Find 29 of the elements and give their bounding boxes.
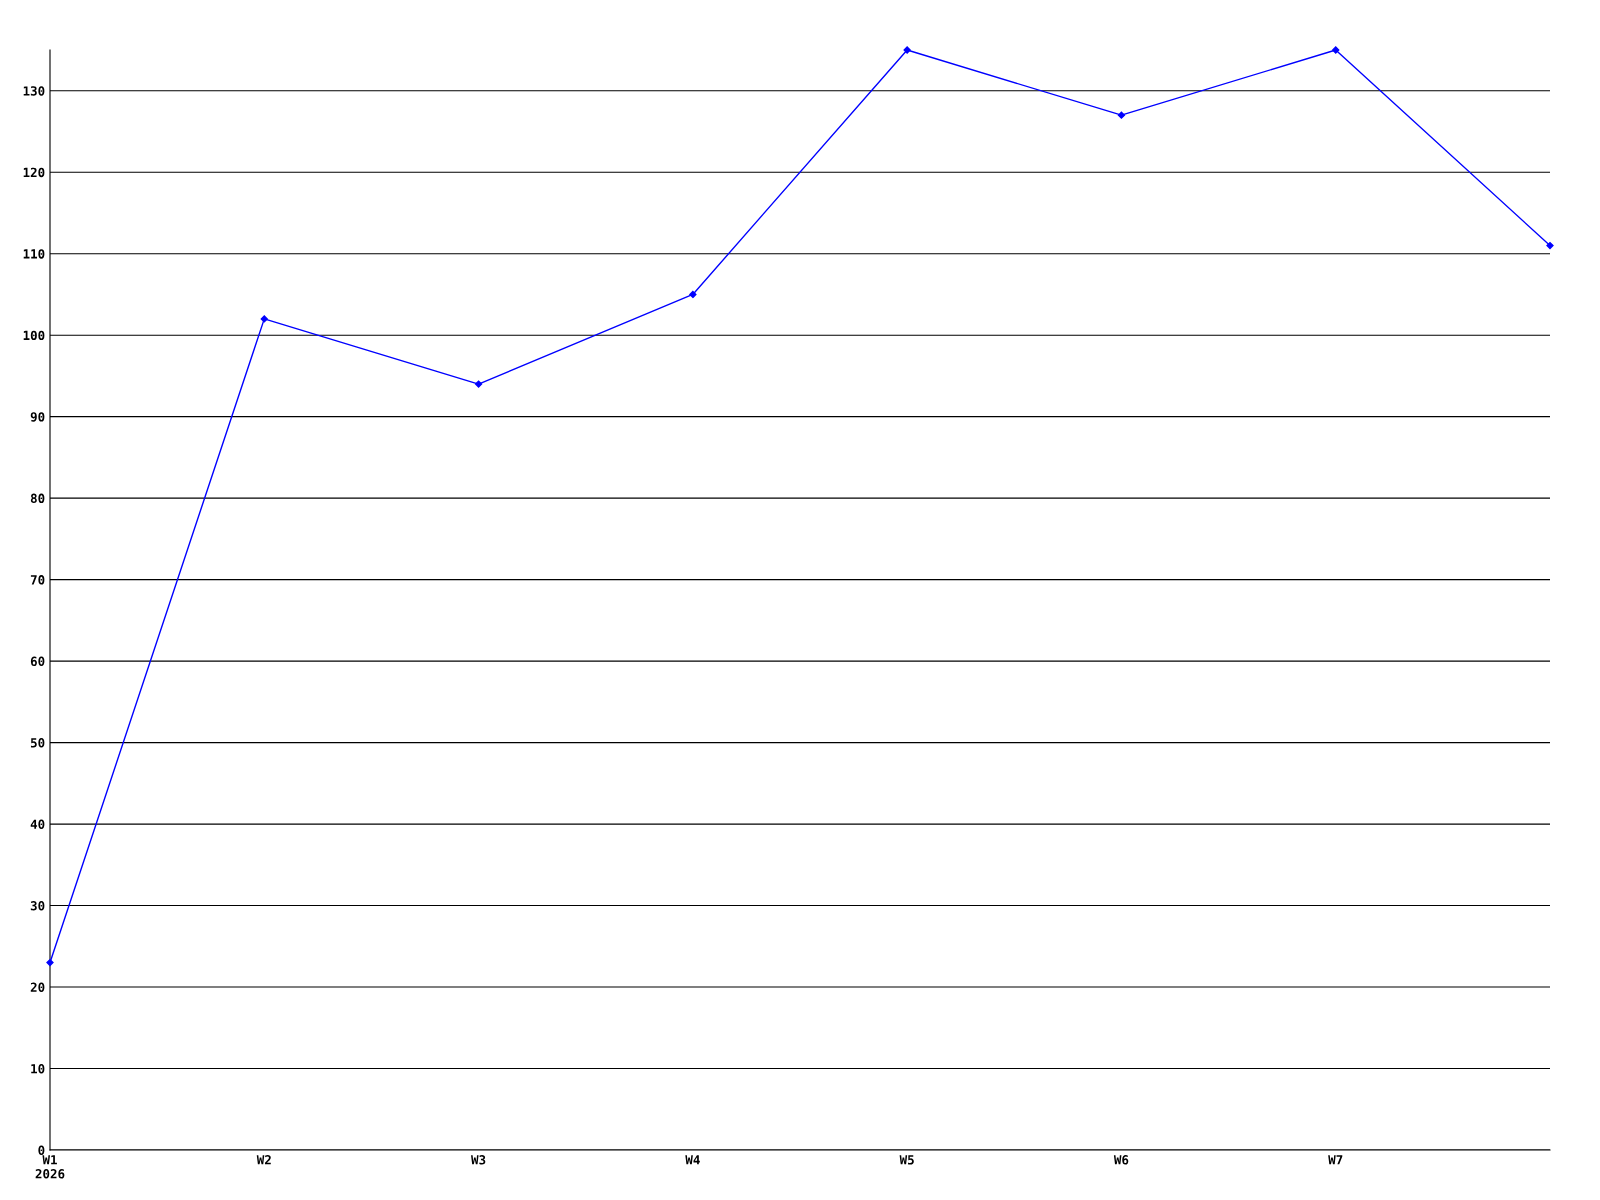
y-tick-label: 30: [30, 901, 45, 911]
point: [260, 315, 268, 323]
point: [689, 290, 697, 299]
x-tick-label: W3: [471, 1155, 486, 1165]
x-tick-label: W7: [1328, 1155, 1343, 1165]
point: [1546, 241, 1554, 250]
x-tick-label: W1 2026: [35, 1155, 65, 1179]
y-tick-label: 80: [30, 493, 45, 504]
y-tick-label: 90: [30, 412, 45, 422]
point: [46, 958, 54, 967]
y-tick-label: 70: [30, 575, 45, 585]
point: [1332, 46, 1340, 54]
y-tick-label: 100: [23, 330, 45, 341]
y-tick-label: 40: [30, 819, 45, 829]
y-tick-label: 0: [38, 1145, 45, 1155]
point: [1117, 111, 1126, 119]
x-tick-label: W5: [899, 1155, 914, 1165]
y-tick-label: 110: [23, 249, 45, 259]
y-tick-label: 20: [30, 982, 45, 992]
y-tick-label: 130: [23, 86, 45, 96]
y-tick-label: 10: [31, 1063, 45, 1074]
y-tick-label: 50: [30, 738, 45, 748]
x-tick-label: W6: [1113, 1155, 1129, 1165]
x-tick-label: W4: [685, 1155, 700, 1165]
y-tick-label: 120: [23, 167, 45, 178]
y-tick-label: 60: [30, 656, 45, 667]
point: [474, 380, 483, 388]
x-tick-label: W2: [256, 1155, 271, 1165]
point: [903, 46, 911, 54]
